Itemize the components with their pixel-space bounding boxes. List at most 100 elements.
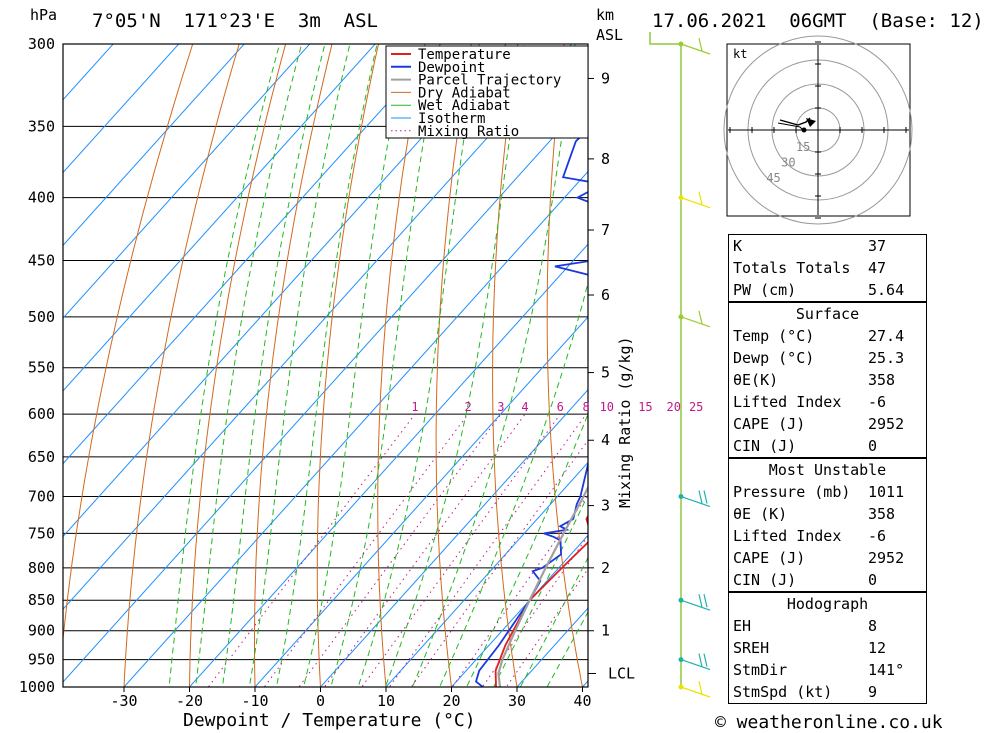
km-tick-label: 5 xyxy=(601,364,610,382)
table-row: Lifted Index -6 xyxy=(729,525,926,547)
x-tick-label: -30 xyxy=(110,692,137,710)
dry-adiabat-line xyxy=(123,44,240,687)
dry-adiabat-line xyxy=(651,0,720,713)
wind-top-marker xyxy=(649,32,681,45)
dry-adiabat-line xyxy=(188,44,287,687)
wet-adiabat-line xyxy=(248,44,351,687)
series-dewpoint xyxy=(474,128,588,687)
location-title: 7°05'N 171°23'E 3m ASL xyxy=(92,10,378,32)
legend-label: Isotherm xyxy=(418,111,485,127)
mixing-ratio-label: 6 xyxy=(557,400,564,414)
table-row: PW (cm) 5.64 xyxy=(729,279,926,301)
indices-table: K 37 Totals Totals 47 PW (cm) 5.64 xyxy=(728,234,927,302)
dry-adiabat-line xyxy=(931,0,1000,713)
isotherm-line xyxy=(123,170,588,687)
dry-adiabat-line xyxy=(254,44,333,687)
x-tick-label: -10 xyxy=(241,692,268,710)
mixing-ratio-line xyxy=(388,413,587,687)
table-row: Pressure (mb) 1011 xyxy=(729,481,926,503)
pressure-tick-label: 400 xyxy=(28,189,55,207)
table-row-label: StmDir xyxy=(733,661,788,679)
legend-label: Mixing Ratio xyxy=(418,124,519,140)
mixing-ratio-label: 10 xyxy=(600,400,614,414)
wind-barb xyxy=(680,43,711,55)
table-row: Dewp (°C) 25.3 xyxy=(729,347,926,369)
km-tick-label: 2 xyxy=(601,559,610,577)
mixing-ratio-line xyxy=(298,413,502,687)
table-row-label: CIN (J) xyxy=(733,571,797,589)
table-row-value: 47 xyxy=(868,259,887,277)
table-row: CIN (J) 0 xyxy=(729,569,926,591)
isotherm-line xyxy=(63,44,311,319)
km-tick-label: 3 xyxy=(601,497,610,515)
wet-adiabat-line xyxy=(493,493,588,687)
table-row-value: -6 xyxy=(868,527,887,545)
wet-adiabat-line xyxy=(466,412,588,687)
table-row-label: Dewp (°C) xyxy=(733,349,815,367)
wet-adiabat-line xyxy=(411,44,576,687)
table-row-value: 358 xyxy=(868,505,896,523)
table-row-label: θE (K) xyxy=(733,505,788,523)
mixing-ratio-line xyxy=(505,568,588,687)
x-axis-label: Dewpoint / Temperature (°C) xyxy=(183,710,476,731)
table-row-value: 37 xyxy=(868,237,887,255)
table-row-value: 1011 xyxy=(868,483,905,501)
hodograph-ring-label: 15 xyxy=(796,140,810,154)
isotherm-line xyxy=(0,0,135,713)
pressure-tick-label: 950 xyxy=(28,651,55,669)
isotherm-line xyxy=(188,243,588,687)
table-row-label: EH xyxy=(733,617,752,635)
pressure-tick-label: 600 xyxy=(28,405,55,423)
surface-table: Surface Temp (°C) 27.4 Dewp (°C) 25.3 θE(K) 3… xyxy=(728,302,927,458)
legend-label: Parcel Trajectory xyxy=(418,73,561,89)
profiles xyxy=(474,128,588,687)
x-tick-label: 0 xyxy=(316,692,325,710)
wind-barb-feather xyxy=(698,191,703,205)
table-row-label: SREH xyxy=(733,639,770,657)
surface-title: Surface xyxy=(795,305,860,323)
hpa-unit: hPa xyxy=(30,6,58,24)
wet-adiabat-line xyxy=(546,611,588,687)
pressure-tick-label: 550 xyxy=(28,359,55,377)
pressure-tick-label: 650 xyxy=(28,448,55,466)
table-row-value: 0 xyxy=(868,571,878,589)
wind-barb xyxy=(680,659,711,671)
site-credit[interactable]: © weatheronline.co.uk xyxy=(715,712,943,733)
table-row: CAPE (J) 2952 xyxy=(729,547,926,569)
table-row: Lifted Index -6 xyxy=(729,391,926,413)
table-row: SREH 12 xyxy=(729,637,926,659)
table-row-label: Temp (°C) xyxy=(733,327,815,345)
wind-barb-feather xyxy=(698,310,703,324)
pressure-tick-label: 800 xyxy=(28,559,55,577)
km-tick-label: 4 xyxy=(601,431,610,449)
mixing-ratio-label: 20 xyxy=(667,400,681,414)
wet-adiabat-line xyxy=(330,44,442,687)
hodograph-table: Hodograph EH 8 SREH 12 StmDir 141° StmSpd (kt)… xyxy=(728,592,927,704)
table-row-label: CAPE (J) xyxy=(733,549,806,567)
wet-adiabat-line xyxy=(519,556,588,687)
wind-profile xyxy=(649,32,711,698)
most-unstable-table: Most Unstable Pressure (mb) 1011 θE (K) 358… xyxy=(728,458,927,592)
table-row-label: CIN (J) xyxy=(733,437,797,455)
km-tick-label: 6 xyxy=(601,286,610,304)
table-row-value: 9 xyxy=(868,683,878,701)
x-tick-label: 40 xyxy=(573,692,591,710)
isotherm-line xyxy=(254,316,588,687)
dry-adiabat-line xyxy=(63,44,194,644)
pressure-tick-label: 750 xyxy=(28,524,55,542)
pressure-tick-label: 1000 xyxy=(19,678,55,696)
dry-adiabat-line xyxy=(975,0,1000,713)
table-row-value: 5.64 xyxy=(868,281,905,299)
dry-adiabat-line xyxy=(377,44,426,687)
legend-label: Temperature xyxy=(418,47,511,63)
pressure-tick-label: 450 xyxy=(28,252,55,270)
wind-barb-feather xyxy=(698,490,703,504)
mixing-ratio-label: 3 xyxy=(497,400,504,414)
x-tick-label: 20 xyxy=(442,692,460,710)
isotherm-line xyxy=(450,534,588,687)
table-row-label: CAPE (J) xyxy=(733,415,806,433)
mixing-ratio-line xyxy=(361,413,561,687)
